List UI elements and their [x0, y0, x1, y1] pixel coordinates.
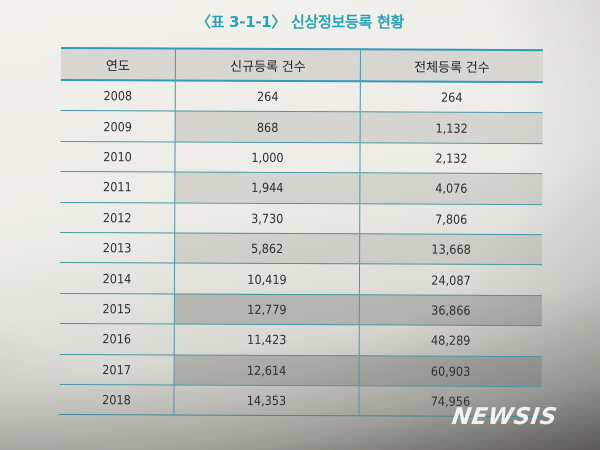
table-row: 2017 12,614 60,903	[59, 354, 542, 387]
cell-year: 2011	[60, 171, 175, 203]
cell-year: 2010	[60, 141, 176, 173]
header-total-registrations: 전체등록 건수	[360, 49, 543, 83]
table-row: 2016 11,423 48,289	[59, 323, 542, 357]
cell-new: 3,730	[174, 202, 360, 234]
table-header-row: 연도 신규등록 건수 전체등록 건수	[60, 47, 543, 83]
cell-year: 2018	[59, 384, 175, 416]
table-row: 2013 5,862 13,668	[60, 232, 543, 265]
cell-total: 264	[360, 81, 543, 113]
table-row: 2011 1,944 4,076	[60, 171, 543, 205]
header-new-registrations: 신규등록 건수	[175, 48, 361, 82]
cell-new: 264	[175, 80, 361, 113]
cell-year: 2009	[60, 110, 176, 142]
cell-new: 1,000	[174, 141, 361, 173]
cell-new: 868	[175, 111, 361, 143]
cell-new: 5,862	[174, 232, 360, 265]
table-row: 2009 868 1,132	[60, 110, 543, 144]
table-row: 2012 3,730 7,806	[60, 202, 543, 235]
cell-total: 13,668	[359, 233, 543, 265]
newsis-watermark-logo: NEWSIS	[450, 404, 559, 430]
table-title: 〈표 3-1-1〉 신상정보등록 현황	[196, 13, 404, 31]
cell-year: 2013	[60, 232, 175, 264]
cell-year: 2008	[60, 79, 176, 112]
cell-new: 14,353	[173, 384, 360, 417]
table-row: 2014 10,419 24,087	[59, 262, 543, 296]
cell-total: 24,087	[359, 264, 543, 296]
cell-year: 2014	[59, 262, 175, 294]
cell-total: 36,866	[359, 294, 542, 326]
table-row: 2015 12,779 36,866	[59, 293, 542, 326]
cell-new: 1,944	[174, 172, 360, 204]
header-year: 연도	[60, 47, 176, 81]
cell-total: 2,132	[359, 142, 543, 174]
cell-total: 1,132	[360, 112, 543, 144]
cell-year: 2016	[59, 323, 175, 355]
cell-year: 2012	[60, 202, 175, 233]
table-row: 2010 1,000 2,132	[60, 141, 543, 174]
cell-year: 2015	[59, 293, 175, 325]
cell-total: 48,289	[359, 324, 542, 357]
cell-new: 11,423	[174, 324, 360, 356]
table-row: 2008 264 264	[60, 79, 543, 113]
cell-total: 7,806	[359, 203, 543, 235]
registration-table: 연도 신규등록 건수 전체등록 건수 2008 264 264 2009 868…	[59, 47, 543, 417]
registration-table-container: 연도 신규등록 건수 전체등록 건수 2008 264 264 2009 868…	[59, 47, 543, 417]
cell-year: 2017	[59, 354, 175, 385]
cell-new: 12,779	[174, 293, 360, 325]
cell-total: 4,076	[359, 172, 543, 205]
cell-new: 12,614	[174, 354, 360, 386]
cell-new: 10,419	[174, 263, 360, 295]
cell-total: 60,903	[359, 355, 542, 387]
